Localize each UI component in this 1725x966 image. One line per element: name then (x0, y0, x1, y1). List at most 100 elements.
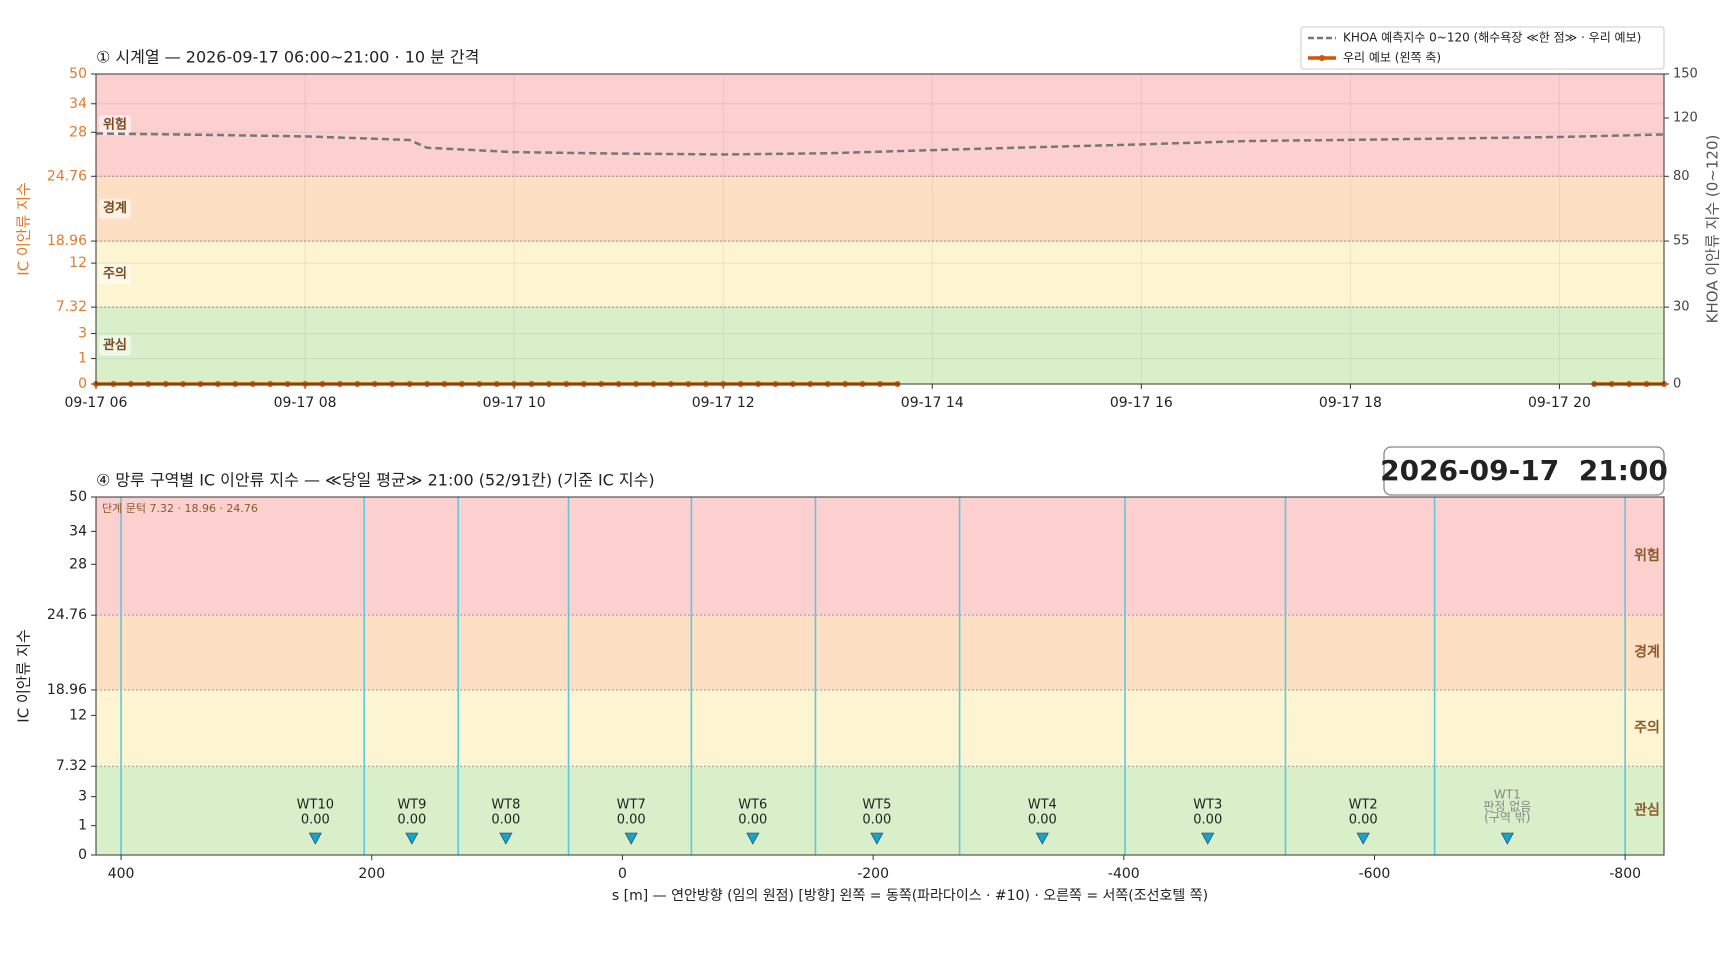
x-tick-label: 09-17 10 (483, 395, 546, 411)
zone-name: WT3 (1193, 798, 1222, 813)
zone-name: WT9 (397, 798, 426, 813)
zone-value-label: 0.00 (1349, 813, 1378, 828)
zone-value-label: 0.00 (491, 813, 520, 828)
zone-name: WT1 (1494, 788, 1521, 802)
y-tick-label: 18.96 (47, 682, 87, 698)
x-tick-label: 09-17 14 (901, 395, 964, 411)
zone-value-label: 0.00 (1193, 813, 1222, 828)
y2-tick-label: 120 (1673, 111, 1698, 126)
zone-marker (1356, 832, 1370, 845)
plot-frame (95, 496, 1665, 856)
y-axis-label: IC 이안류 지수 (15, 629, 33, 722)
zone-marker (624, 832, 638, 845)
plot-frame (95, 73, 1665, 385)
y2-tick-label: 30 (1673, 300, 1690, 315)
x-tick-label: 400 (108, 866, 135, 882)
band-label: 주의 (103, 266, 127, 282)
zone-name: WT8 (491, 798, 520, 813)
band-label-bg (99, 335, 131, 356)
zone-note: 판정 없음 (1483, 800, 1531, 814)
y-tick-label: 18.96 (47, 233, 87, 249)
y-tick-label: 3 (78, 789, 87, 805)
band-label: 주의 (1634, 719, 1660, 736)
x-tick-label: 09-17 20 (1528, 395, 1591, 411)
y2-tick-label: 0 (1673, 377, 1681, 392)
legend-label: 우리 예보 (왼쪽 축) (1343, 51, 1441, 65)
y-tick-label: 3 (78, 325, 87, 341)
zone-name: WT4 (1028, 798, 1057, 813)
y2-tick-label: 55 (1673, 234, 1690, 249)
zone-marker (1500, 832, 1514, 845)
band (96, 766, 1664, 855)
band (96, 307, 1664, 384)
y-tick-label: 34 (69, 523, 87, 539)
band (96, 74, 1664, 177)
zone-name: WT2 (1349, 798, 1378, 813)
band-label: 관심 (1634, 802, 1660, 819)
zone-name: WT6 (738, 798, 767, 813)
y-tick-label: 0 (78, 847, 87, 863)
y-tick-label: 24.76 (47, 607, 87, 623)
zone-name: WT5 (862, 798, 891, 813)
x-tick-label: -600 (1359, 866, 1391, 882)
zone-value-label: 0.00 (301, 813, 330, 828)
band-label: 관심 (103, 337, 127, 353)
x-axis-label: s [m] — 연안방향 (임의 원점) [방향] 왼쪽 = 동쪽(파라다이스 … (612, 888, 1208, 904)
zone-marker (870, 832, 884, 845)
y-tick-label: 28 (69, 124, 87, 140)
y-tick-label: 1 (78, 818, 87, 834)
band-label-bg (99, 198, 131, 219)
x-tick-label: -800 (1609, 866, 1641, 882)
chart-title: ④ 망루 구역별 IC 이안류 지수 — ≪당일 평균≫ 21:00 (52/9… (96, 471, 655, 490)
legend-dot (1319, 55, 1325, 61)
y-tick-label: 1 (78, 351, 87, 367)
zone-value-label: 0.00 (1028, 813, 1057, 828)
y-tick-label: 0 (78, 376, 87, 392)
x-tick-label: 09-17 08 (274, 395, 337, 411)
band-label-bg (99, 115, 131, 136)
band-label: 위험 (103, 117, 127, 133)
chart-title: ① 시계열 — 2026-09-17 06:00~21:00 · 10 분 간격 (96, 48, 479, 67)
zone-note: (구역 밖) (1484, 811, 1530, 825)
band (96, 615, 1664, 690)
x-tick-label: -400 (1108, 866, 1140, 882)
y-tick-label: 12 (69, 707, 87, 723)
zone-name: WT10 (297, 798, 334, 813)
band (96, 689, 1664, 767)
zone-marker (499, 832, 513, 845)
band-label-bg (99, 264, 131, 285)
x-tick-label: 09-17 06 (65, 395, 128, 411)
zone-marker (746, 832, 760, 845)
zone-marker (405, 832, 419, 845)
y-tick-label: 7.32 (56, 299, 87, 315)
y-tick-label: 24.76 (47, 168, 87, 184)
x-tick-label: 0 (618, 866, 627, 882)
zone-marker (1035, 832, 1049, 845)
x-tick-label: -200 (857, 866, 889, 882)
legend-label: KHOA 예측지수 0~120 (해수욕장 ≪한 점≫ · 우리 예보) (1343, 31, 1641, 45)
y-tick-label: 28 (69, 556, 87, 572)
legend-box (1300, 26, 1665, 70)
x-tick-label: 09-17 16 (1110, 395, 1173, 411)
x-tick-label: 09-17 18 (1319, 395, 1382, 411)
x-tick-label: 09-17 12 (692, 395, 755, 411)
y-tick-label: 50 (69, 489, 87, 505)
y-tick-label: 12 (69, 255, 87, 271)
y2-tick-label: 80 (1673, 169, 1690, 184)
y-axis-label: IC 이안류 지수 (15, 182, 33, 275)
y2-tick-label: 150 (1673, 67, 1698, 82)
zone-value-label: 0.00 (862, 813, 891, 828)
timestamp: 2026-09-17 21:00 (1380, 454, 1668, 487)
y-tick-label: 34 (69, 96, 87, 112)
zone-marker (1201, 832, 1215, 845)
band-label: 경계 (103, 200, 127, 216)
y-tick-label: 50 (69, 66, 87, 82)
zone-name: WT7 (617, 798, 646, 813)
zone-value-label: 0.00 (397, 813, 426, 828)
band (96, 497, 1664, 616)
series-line (95, 132, 1665, 156)
y2-axis-label: KHOA 이안류 지수 (0~120) (1704, 135, 1722, 324)
timestamp-box (1383, 446, 1665, 496)
band-label: 위험 (1634, 547, 1660, 564)
